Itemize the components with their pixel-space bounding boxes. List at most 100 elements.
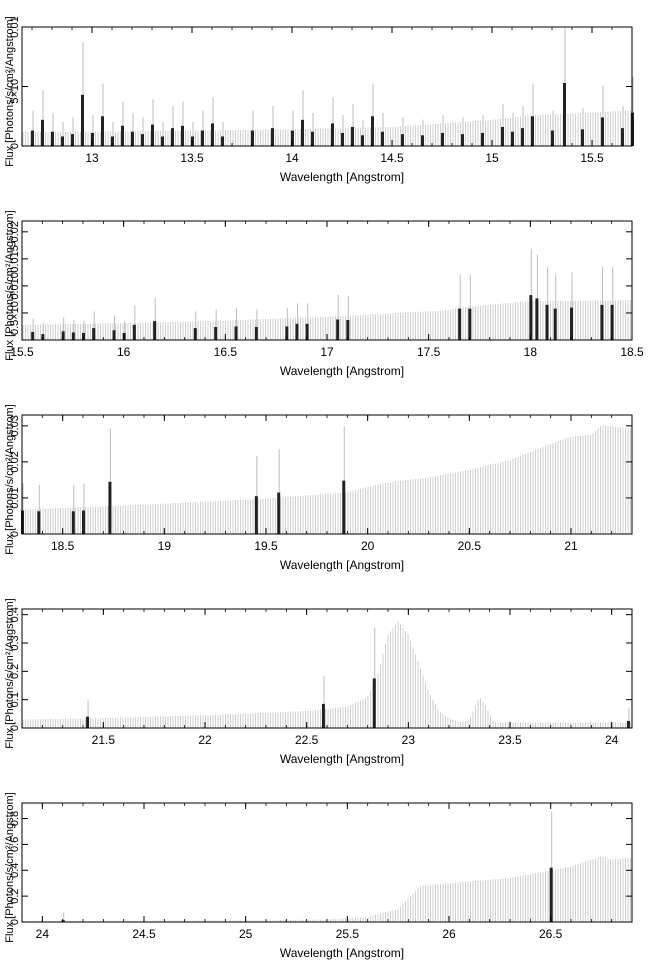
data-bar (193, 328, 197, 340)
y-tick-label: 0 (9, 725, 21, 731)
data-bar (71, 511, 75, 534)
data-bar (291, 130, 294, 146)
x-tick-label: 25.5 (336, 927, 360, 941)
y-tick-label: 0.010 (9, 272, 21, 300)
data-bar (441, 132, 444, 146)
data-bar (372, 678, 376, 728)
y-tick-label: 0 (9, 919, 21, 925)
data-bar (86, 716, 90, 728)
data-bar (161, 136, 164, 146)
data-bar (341, 132, 344, 146)
plot-frame (21, 608, 633, 729)
data-bar (51, 131, 54, 146)
y-tick-label: 0.2 (9, 888, 21, 903)
data-bar (371, 116, 374, 146)
x-tick-label: 15.5 (580, 151, 604, 165)
data-bar (529, 295, 533, 340)
model-envelope (22, 621, 631, 728)
y-axis-label: Flux [Photons/s/cm²/Angstrom] (4, 792, 16, 942)
data-bar (112, 330, 116, 340)
y-tick-label: 0 (9, 143, 21, 149)
x-tick-label: 22 (198, 733, 212, 747)
data-bar (211, 123, 214, 146)
data-bar (553, 308, 557, 340)
data-bar (131, 131, 134, 146)
data-bar (346, 319, 350, 340)
data-bar (82, 510, 85, 534)
data-series (86, 627, 630, 728)
model-envelope (22, 110, 631, 146)
y-axis-label: Flux [Photons/s/cm²/Angstrom] (4, 404, 16, 554)
x-tick-label: 19.5 (254, 539, 278, 553)
data-bar (381, 131, 384, 146)
y-tick-label: 0.8 (9, 811, 21, 826)
x-tick-label: 20.5 (458, 539, 482, 553)
y-tick-label: 0.4 (9, 607, 21, 622)
data-bar (234, 326, 238, 340)
x-tick-label: 24 (36, 927, 50, 941)
data-bar (570, 307, 573, 340)
data-bar (121, 125, 124, 146)
data-bar (71, 134, 74, 146)
y-axis-label: Flux [Photons/s/cm²/Angstrom] (4, 598, 16, 748)
x-tick-label: 21 (564, 539, 578, 553)
data-bar (271, 128, 274, 146)
data-bar (521, 128, 524, 146)
panel-1: 13 13.5 14 14.5 15 15.5 0 5×10⁻³ 0.01 Wavelength … (4, 16, 634, 184)
x-tick-label: 14.5 (380, 151, 404, 165)
x-tick-label: 14 (285, 151, 299, 165)
data-bar (285, 326, 289, 340)
data-bar (37, 511, 41, 534)
data-bar (41, 334, 45, 340)
y-tick-label: 0.4 (9, 863, 21, 878)
y-tick-label: 0 (9, 531, 21, 537)
x-tick-label: 15.5 (10, 345, 34, 359)
data-bar (214, 327, 218, 340)
data-bar (461, 134, 464, 146)
x-tick-label: 25 (239, 927, 253, 941)
data-bar (221, 136, 224, 146)
data-bar (563, 82, 566, 146)
data-bar (342, 480, 346, 534)
data-bar (301, 119, 304, 146)
data-bar (421, 135, 424, 146)
x-tick-label: 24 (605, 733, 619, 747)
data-bar (71, 332, 75, 340)
data-bar (305, 323, 309, 340)
data-bar (601, 117, 604, 146)
data-bar (351, 126, 354, 146)
x-tick-label: 17 (320, 345, 334, 359)
data-series (31, 27, 634, 147)
data-bar (153, 321, 157, 340)
data-bar (336, 319, 340, 340)
panel-5: 24 24.5 25 25.5 26 26.5 0 0.2 0.4 0.6 0.8 Wavelengt… (4, 792, 633, 960)
data-bar (251, 130, 254, 146)
x-axis-label: Wavelength [Angstrom] (280, 752, 404, 766)
data-bar (41, 119, 44, 146)
model-envelope (22, 425, 631, 534)
data-bar (551, 130, 554, 146)
x-tick-label: 22.5 (295, 733, 319, 747)
y-tick-label: 0.03 (9, 415, 21, 436)
x-tick-label: 26.5 (539, 927, 563, 941)
x-tick-label: 19 (158, 539, 172, 553)
x-tick-label: 18.5 (620, 345, 644, 359)
y-tick-label: 0.1 (9, 692, 21, 707)
data-bar (31, 130, 34, 146)
data-bar (171, 128, 174, 146)
data-bar (600, 304, 604, 340)
x-tick-label: 20 (361, 539, 375, 553)
x-tick-label: 16 (117, 345, 131, 359)
y-tick-label: 0.5×10⁻⁰ (9, 290, 21, 335)
data-bar (101, 116, 104, 146)
data-bar (468, 308, 472, 340)
data-bar (311, 131, 314, 146)
data-bar (621, 128, 624, 146)
data-series (21, 426, 346, 534)
data-bar (481, 132, 484, 146)
x-tick-label: 16.5 (214, 345, 238, 359)
data-bar (61, 331, 65, 340)
data-bar (31, 331, 35, 340)
y-tick-label: 5×10⁻³ (9, 69, 21, 104)
data-bar (254, 496, 258, 534)
